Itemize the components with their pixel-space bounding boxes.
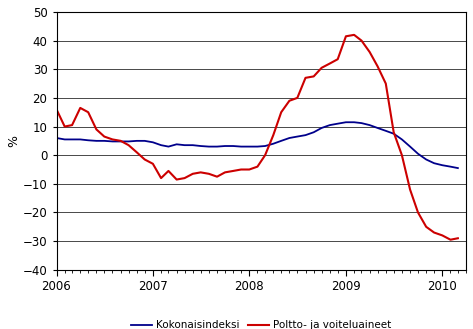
Line: Poltto- ja voiteluaineet: Poltto- ja voiteluaineet [56, 35, 458, 240]
Line: Kokonaisindeksi: Kokonaisindeksi [56, 122, 458, 168]
Y-axis label: %: % [7, 135, 20, 147]
Legend: Kokonaisindeksi, Poltto- ja voiteluaineet: Kokonaisindeksi, Poltto- ja voiteluainee… [127, 316, 395, 329]
